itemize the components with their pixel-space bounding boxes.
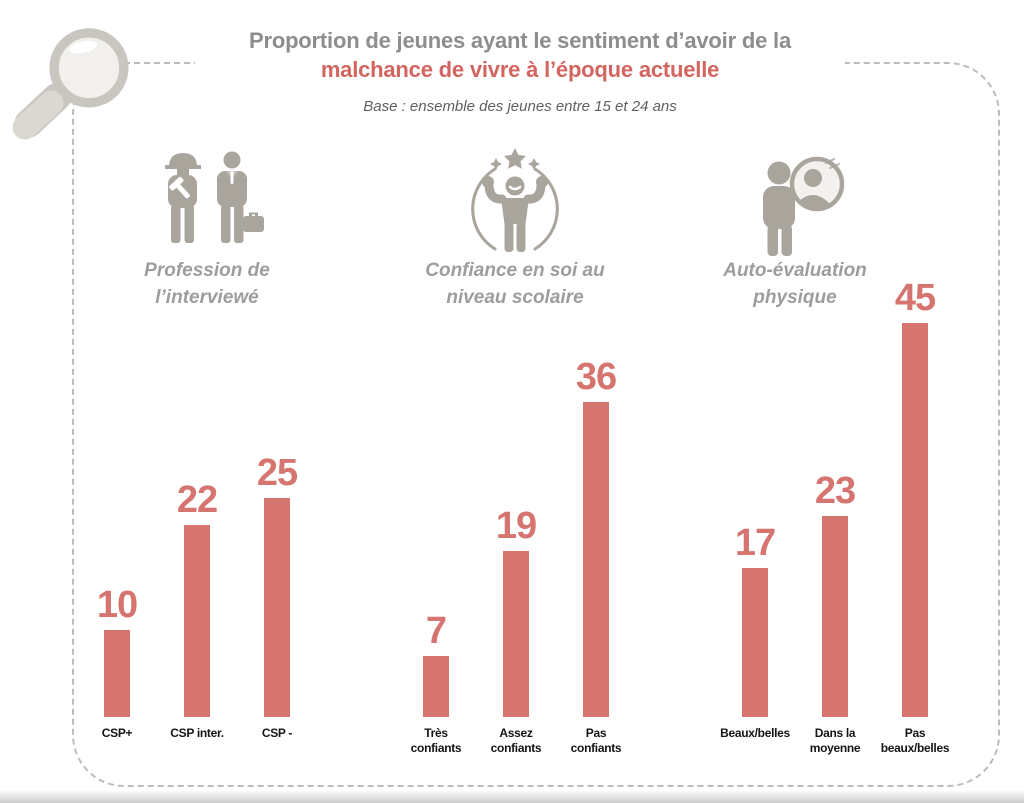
bar-value-label: 7	[425, 609, 447, 652]
category-label: Beaux/belles	[720, 726, 790, 740]
magnifier-icon	[12, 28, 129, 140]
bar-value-label: 36	[575, 356, 617, 398]
category-label: Très confiants	[410, 726, 462, 755]
category-labels-row: Très confiants Assez confiants Pas confian…	[396, 726, 636, 756]
group-label-auto-evaluation: Auto-évaluation physique	[723, 260, 867, 308]
category-label: Pas beaux/belles	[880, 726, 950, 755]
title-block: Proportion de jeunes ayant le sentiment …	[195, 22, 845, 122]
bar-column: 10	[77, 260, 157, 717]
category-label: Dans la moyenne	[809, 726, 861, 755]
bar-value-label: 23	[814, 469, 856, 512]
bar	[742, 568, 768, 717]
bar	[822, 515, 848, 717]
bar-column: 36	[556, 260, 636, 717]
bar	[264, 498, 290, 717]
magnifier-handle	[12, 90, 64, 140]
category-label: Pas confiants	[570, 726, 622, 755]
category-label: CSP inter.	[170, 726, 224, 740]
bar-column: 45	[875, 260, 955, 717]
bar	[184, 524, 210, 717]
bar-value-label: 22	[176, 478, 218, 521]
bar	[583, 402, 609, 717]
magnifier-highlight	[69, 40, 98, 54]
bar-column: 25	[237, 260, 317, 717]
bar-value-label: 45	[894, 277, 936, 320]
group-label-profession: Profession de l’interviewé	[144, 260, 270, 308]
bar	[104, 629, 130, 717]
category-labels-row: Beaux/belles Dans la moyenne Pas beaux/bel…	[715, 726, 955, 756]
bars-row: 10 22 25	[77, 260, 317, 717]
chart-group-profession: 10 22 25 CSP+ CSP inter. CSP -	[77, 260, 317, 741]
bar-value-label: 19	[495, 504, 537, 547]
bar-value-label: 25	[256, 452, 298, 495]
bars-row: 7 19 36	[396, 260, 636, 717]
bar	[503, 550, 529, 717]
workers-icon	[165, 151, 264, 243]
bar-value-label: 10	[96, 583, 138, 626]
bar-column: 22	[157, 260, 237, 717]
bottom-shade	[0, 790, 1024, 803]
base-note: Base : ensemble des jeunes entre 15 et 2…	[363, 98, 677, 116]
bar-column: 19	[476, 260, 556, 717]
chart-group-auto-evaluation: 17 23 45 Beaux/belles Dans la moyenne Pas be…	[715, 260, 955, 756]
category-label: Assez confiants	[490, 726, 542, 755]
self-confidence-icon	[471, 148, 559, 252]
page-title-accent: malchance de vivre à l’époque actuelle	[320, 57, 720, 83]
bars-row: 17 23 45	[715, 260, 955, 717]
group-label-confiance: Confiance en soi au niveau scolaire	[425, 260, 605, 308]
bar-column: 7	[396, 260, 476, 717]
category-label: CSP -	[261, 726, 293, 740]
page-title: Proportion de jeunes ayant le sentiment …	[249, 28, 791, 53]
bar	[902, 323, 928, 717]
chart-group-confiance: 7 19 36 Très confiants Assez confiants Pas c…	[396, 260, 636, 756]
category-label: CSP+	[101, 726, 133, 740]
bar-column: 17	[715, 260, 795, 717]
bar-column: 23	[795, 260, 875, 717]
category-labels-row: CSP+ CSP inter. CSP -	[77, 726, 317, 741]
bar	[423, 655, 449, 717]
mirror-self-image-icon	[763, 156, 845, 256]
bar-value-label: 17	[734, 522, 776, 565]
